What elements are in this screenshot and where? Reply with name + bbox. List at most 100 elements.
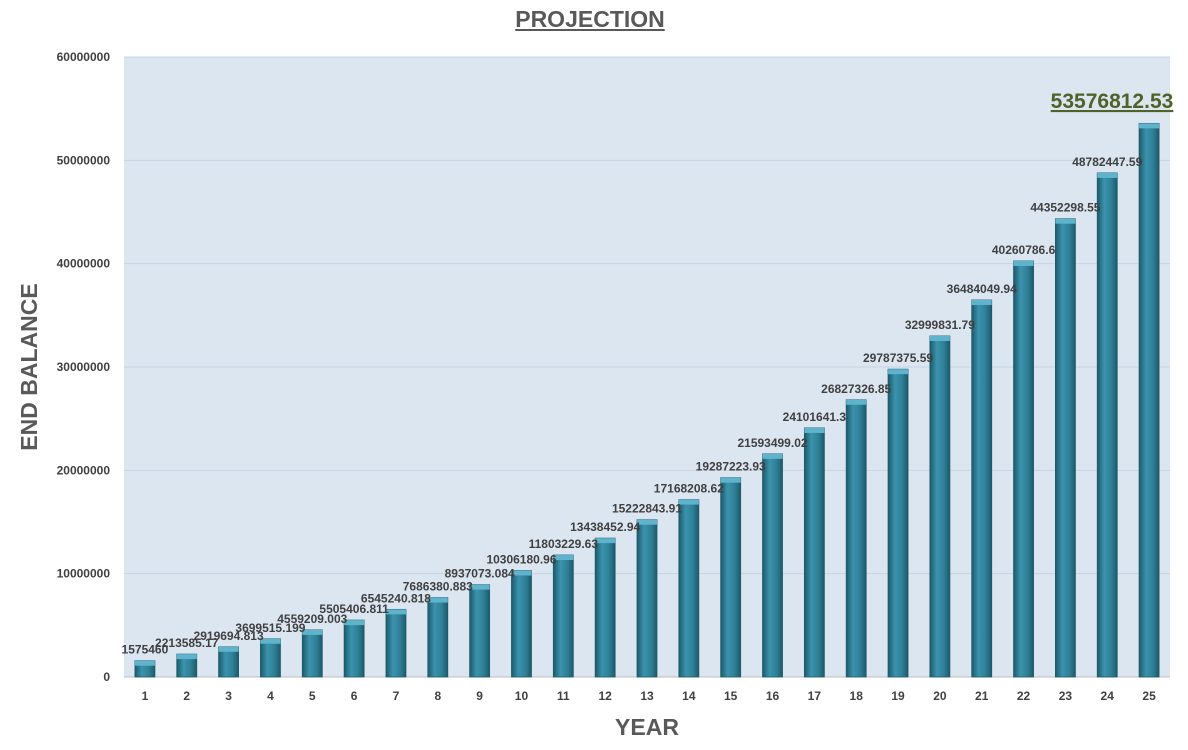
bar-top	[176, 654, 197, 660]
bar-top	[971, 299, 992, 305]
bar	[762, 453, 783, 678]
x-tick-label: 23	[1059, 689, 1073, 703]
bar-top	[218, 646, 239, 652]
data-label: 6545240.818	[361, 591, 431, 605]
x-tick-label: 6	[351, 689, 358, 703]
bar	[176, 653, 198, 678]
bar	[218, 646, 240, 678]
y-tick-label: 40000000	[57, 257, 111, 271]
y-tick-label: 20000000	[57, 463, 111, 477]
x-tick-label: 10	[515, 689, 529, 703]
bar-body	[845, 399, 867, 678]
bar	[678, 499, 700, 678]
bar-body	[887, 368, 909, 678]
x-tick-label: 11	[557, 689, 570, 703]
bar	[803, 427, 825, 678]
x-tick-label: 24	[1101, 689, 1115, 703]
bar-top	[385, 609, 406, 615]
bar	[971, 299, 993, 678]
bar-top	[1013, 260, 1034, 266]
bar	[1096, 172, 1118, 678]
data-label: 44352298.55	[1030, 201, 1100, 215]
data-label: 2213585.17	[155, 636, 219, 650]
y-tick-label: 10000000	[57, 567, 111, 581]
data-label: 5505406.811	[319, 602, 389, 616]
bar-body	[803, 427, 825, 678]
data-labels: 15754602213585.172919694.8133699515.1994…	[122, 155, 1143, 657]
bar	[511, 570, 532, 678]
bar-body	[1138, 122, 1160, 678]
x-tick-label: 2	[183, 689, 190, 703]
x-tick-label: 20	[933, 689, 947, 703]
bar-top	[888, 369, 909, 375]
data-label: 4559209.003	[277, 612, 347, 626]
bar-top	[553, 555, 574, 561]
x-tick-label: 16	[766, 689, 780, 703]
bar-top	[720, 477, 741, 483]
bar	[469, 584, 491, 678]
x-tick-label: 1	[142, 689, 149, 703]
bar	[845, 399, 867, 678]
data-label: 3699515.199	[235, 621, 305, 635]
bar-body	[469, 584, 491, 678]
bar-top	[804, 427, 825, 433]
bar	[1013, 260, 1034, 678]
x-tick-label: 15	[724, 689, 738, 703]
bar-body	[678, 499, 700, 678]
bar	[1055, 218, 1076, 678]
x-tick-label: 8	[434, 689, 441, 703]
data-label: 8937073.084	[445, 567, 515, 581]
x-axis-title: YEAR	[615, 714, 679, 740]
bar-body	[1055, 218, 1076, 678]
bar-top	[846, 399, 867, 405]
bar-body	[1096, 172, 1118, 678]
chart-title: PROJECTION	[515, 6, 665, 32]
bar-top	[511, 570, 532, 576]
x-tick-label: 13	[640, 689, 654, 703]
bar-body	[552, 554, 574, 678]
bar-body	[762, 453, 783, 678]
y-tick-label: 0	[103, 670, 110, 684]
bar	[301, 629, 323, 678]
bar-top	[762, 453, 783, 459]
bar-top	[302, 629, 323, 635]
bar-top	[678, 499, 699, 505]
data-label: 19287223.93	[696, 460, 766, 474]
bar-top	[134, 660, 155, 666]
bar-body	[636, 519, 658, 678]
x-axis-ticks: 1 2 3 4 5 6 7 8 9 10 11 12 13 14 15 16 17 18 19 20 21 22 23 24 2…	[142, 689, 1156, 703]
bar	[134, 660, 156, 678]
bar	[720, 477, 742, 678]
x-tick-label: 21	[975, 689, 989, 703]
bars	[134, 122, 1160, 678]
bar-body	[511, 570, 532, 678]
bar-body	[1013, 260, 1034, 678]
data-label: 2919694.813	[194, 629, 264, 643]
bar	[1138, 122, 1160, 678]
data-label: 15222843.91	[612, 502, 682, 516]
data-label: 10306180.96	[486, 553, 556, 567]
y-tick-label: 30000000	[57, 360, 111, 374]
data-label: 17168208.62	[654, 482, 724, 496]
bar-top	[1097, 172, 1118, 178]
bar-body	[594, 537, 616, 678]
data-label: 24101641.3	[783, 410, 847, 424]
y-axis-ticks: 0 10000000 20000000 30000000 40000000 5000000…	[57, 50, 111, 684]
bar-body	[385, 608, 407, 678]
data-label: 29787375.59	[863, 351, 933, 365]
bar	[552, 554, 574, 678]
data-label: 13438452.94	[570, 520, 640, 534]
bar	[636, 519, 658, 678]
bar-body	[301, 629, 323, 678]
bar-top	[1055, 218, 1076, 224]
x-tick-label: 22	[1017, 689, 1031, 703]
bar-body	[720, 477, 742, 678]
data-label: 21593499.02	[737, 436, 807, 450]
x-tick-label: 5	[309, 689, 316, 703]
bar-top	[637, 519, 657, 525]
highlight-value-label: 53576812.53	[1051, 90, 1174, 113]
x-tick-label: 17	[808, 689, 822, 703]
x-tick-label: 4	[267, 689, 274, 703]
bar-top	[929, 336, 950, 342]
